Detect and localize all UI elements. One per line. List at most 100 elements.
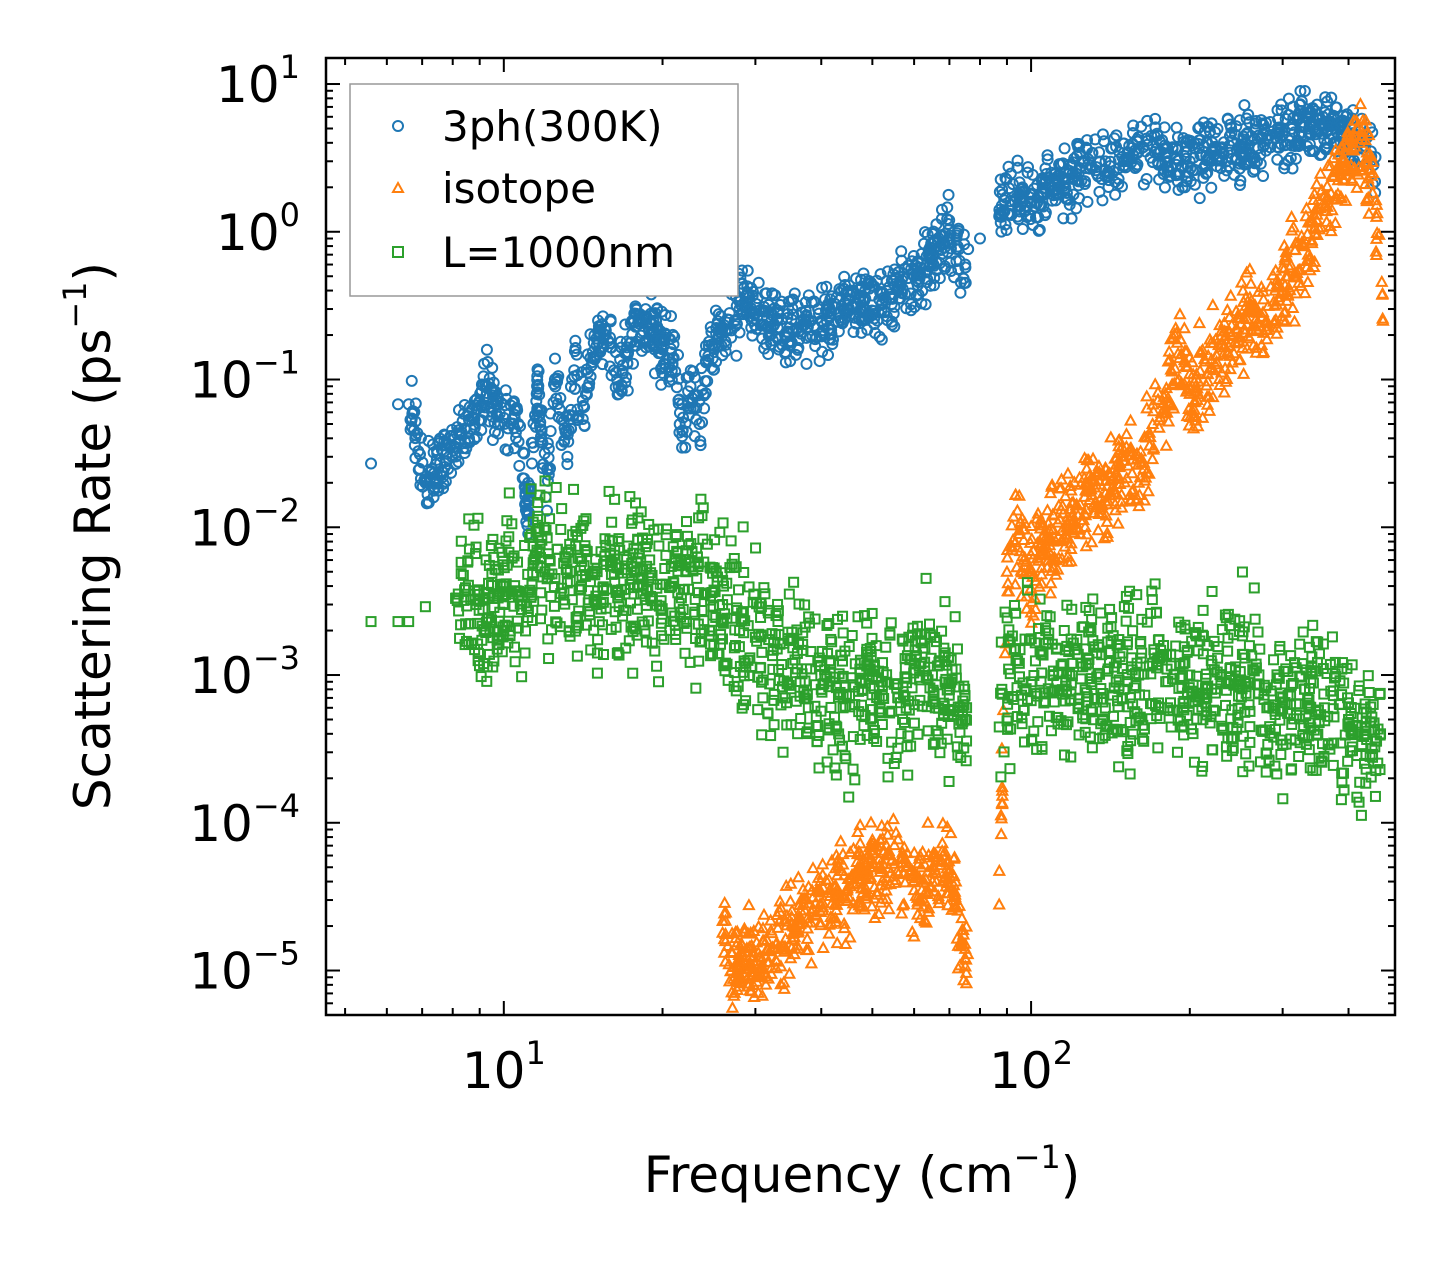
data-point bbox=[779, 878, 793, 891]
data-point bbox=[1112, 725, 1124, 737]
data-point bbox=[621, 384, 634, 397]
data-point bbox=[725, 926, 739, 939]
data-point bbox=[672, 348, 685, 361]
data-point bbox=[756, 646, 768, 658]
data-point bbox=[1034, 593, 1046, 605]
data-point bbox=[905, 304, 918, 317]
data-point bbox=[459, 584, 471, 596]
data-point bbox=[658, 633, 670, 645]
data-point bbox=[670, 529, 682, 541]
data-point bbox=[1109, 457, 1124, 470]
data-point bbox=[577, 519, 589, 531]
data-point bbox=[1242, 139, 1255, 152]
data-point bbox=[1201, 374, 1215, 387]
data-point bbox=[485, 384, 498, 397]
data-point bbox=[1357, 119, 1372, 132]
data-point bbox=[876, 286, 889, 299]
data-point bbox=[944, 826, 958, 839]
data-point bbox=[573, 584, 585, 596]
data-point bbox=[804, 915, 818, 928]
data-point bbox=[706, 341, 719, 354]
data-point bbox=[820, 280, 833, 293]
data-point bbox=[1236, 648, 1248, 660]
data-point bbox=[729, 624, 741, 636]
data-point bbox=[488, 416, 501, 429]
data-point bbox=[680, 425, 693, 438]
data-point bbox=[1044, 611, 1056, 623]
data-point bbox=[1197, 687, 1209, 699]
data-point bbox=[1138, 735, 1150, 747]
data-point bbox=[1078, 621, 1090, 633]
data-point bbox=[1301, 697, 1313, 709]
data-point bbox=[902, 769, 914, 781]
data-point bbox=[611, 647, 623, 659]
data-point bbox=[1036, 548, 1051, 561]
data-point bbox=[1289, 137, 1302, 150]
data-point bbox=[948, 890, 962, 903]
data-point bbox=[1043, 586, 1058, 599]
data-point bbox=[838, 936, 853, 950]
data-point bbox=[1035, 675, 1047, 687]
data-point bbox=[725, 535, 737, 547]
data-point bbox=[1110, 129, 1123, 142]
data-point bbox=[756, 676, 768, 688]
data-point bbox=[721, 938, 735, 952]
data-point bbox=[1308, 724, 1320, 736]
data-point bbox=[1167, 704, 1179, 716]
data-point bbox=[707, 567, 719, 579]
data-point bbox=[1065, 633, 1077, 645]
data-point bbox=[1049, 553, 1064, 566]
data-point bbox=[1058, 142, 1071, 155]
data-point bbox=[903, 704, 915, 716]
data-point bbox=[888, 856, 902, 869]
data-point bbox=[1342, 755, 1354, 767]
data-point bbox=[1212, 372, 1226, 385]
data-point bbox=[772, 598, 784, 610]
data-point bbox=[1285, 679, 1297, 691]
data-point bbox=[816, 880, 830, 893]
data-point bbox=[1225, 674, 1237, 686]
data-point bbox=[956, 923, 970, 936]
data-point bbox=[917, 642, 929, 654]
data-point bbox=[1208, 664, 1220, 676]
data-point bbox=[1041, 516, 1056, 529]
data-point bbox=[836, 655, 848, 667]
data-point bbox=[1031, 196, 1044, 209]
data-point bbox=[1117, 442, 1131, 455]
data-point bbox=[1074, 513, 1088, 526]
data-point bbox=[1309, 105, 1322, 118]
data-point bbox=[596, 317, 609, 330]
data-point bbox=[1049, 567, 1063, 580]
data-point bbox=[566, 594, 578, 606]
data-point bbox=[1003, 182, 1016, 195]
data-point bbox=[743, 925, 758, 938]
data-point bbox=[1375, 274, 1389, 287]
data-point bbox=[733, 584, 745, 596]
data-point bbox=[1135, 120, 1148, 133]
data-point bbox=[475, 671, 487, 683]
data-point bbox=[1116, 453, 1131, 466]
data-point bbox=[915, 844, 930, 857]
data-point bbox=[503, 487, 515, 499]
data-point bbox=[1304, 211, 1319, 224]
data-point bbox=[1375, 311, 1390, 324]
data-point bbox=[929, 698, 941, 710]
data-point bbox=[1186, 635, 1198, 647]
data-point bbox=[1060, 719, 1072, 731]
data-point bbox=[493, 615, 505, 627]
data-point bbox=[640, 541, 652, 553]
data-point bbox=[907, 845, 921, 858]
data-point bbox=[663, 375, 676, 388]
data-point bbox=[550, 392, 563, 405]
data-point bbox=[537, 458, 550, 471]
data-point bbox=[1237, 311, 1251, 324]
data-point bbox=[995, 795, 1009, 808]
data-point bbox=[1196, 701, 1208, 713]
data-point bbox=[1317, 638, 1329, 650]
data-point bbox=[737, 921, 752, 934]
data-point bbox=[1275, 734, 1287, 746]
data-point bbox=[1129, 668, 1141, 680]
data-point bbox=[707, 363, 720, 376]
data-point bbox=[673, 426, 686, 439]
data-point bbox=[718, 660, 730, 672]
